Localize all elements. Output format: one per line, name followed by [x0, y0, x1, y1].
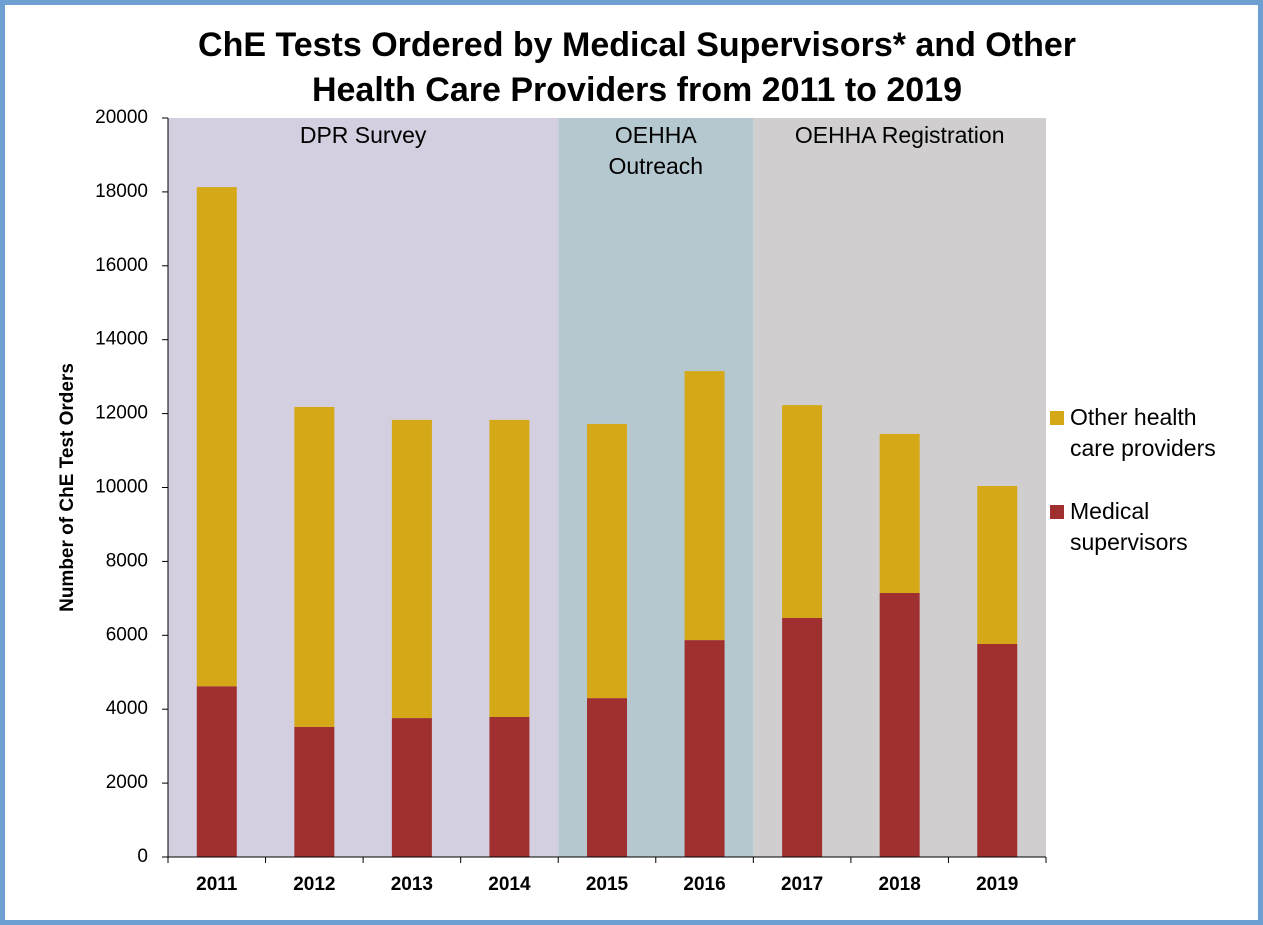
- legend-swatch: [1050, 505, 1064, 519]
- x-tick-label: 2016: [683, 874, 725, 895]
- bar-segment: [977, 486, 1018, 644]
- y-tick-label: 6000: [106, 624, 148, 645]
- bar-segment: [489, 419, 530, 717]
- bar-segment: [294, 726, 335, 857]
- region-label: OEHHA Registration: [795, 122, 1005, 148]
- legend-label: Other health care providers: [1070, 404, 1216, 461]
- legend-entry: Medical supervisors: [1050, 496, 1250, 558]
- y-tick-label: 8000: [106, 550, 148, 571]
- region-label: DPR Survey: [300, 122, 427, 148]
- bar-segment: [684, 371, 725, 641]
- region-label: Outreach: [608, 153, 703, 179]
- y-tick-label: 16000: [95, 255, 148, 276]
- bar-segment: [684, 640, 725, 857]
- bar-segment: [489, 716, 530, 857]
- x-tick-label: 2014: [488, 874, 531, 895]
- bar-segment: [294, 406, 335, 727]
- legend-entry: Other health care providers: [1050, 402, 1250, 464]
- chart-title: Health Care Providers from 2011 to 2019: [312, 71, 962, 109]
- bar-segment: [196, 686, 237, 857]
- y-tick-label: 4000: [106, 698, 148, 719]
- y-tick-label: 18000: [95, 181, 148, 202]
- bar-segment: [391, 718, 432, 857]
- legend-label: Medical supervisors: [1070, 498, 1188, 555]
- x-tick-label: 2013: [391, 874, 433, 895]
- y-tick-label: 14000: [95, 329, 148, 350]
- bar-segment: [879, 592, 920, 857]
- bar-segment: [391, 419, 432, 719]
- bar-segment: [196, 187, 237, 687]
- region-label: OEHHA: [615, 122, 697, 148]
- bar-segment: [879, 433, 920, 593]
- legend-swatch: [1050, 411, 1064, 425]
- y-tick-label: 20000: [95, 107, 148, 128]
- bar-segment: [782, 405, 823, 618]
- y-tick-label: 10000: [95, 477, 148, 498]
- bar-segment: [587, 698, 627, 857]
- y-axis-title: Number of ChE Test Orders: [57, 363, 78, 612]
- bar-segment: [782, 617, 823, 857]
- y-tick-label: 0: [137, 846, 148, 867]
- y-tick-label: 12000: [95, 403, 148, 424]
- x-tick-label: 2015: [586, 874, 629, 895]
- y-tick-label: 2000: [106, 772, 148, 793]
- bar-segment: [977, 643, 1018, 857]
- x-tick-label: 2017: [781, 874, 823, 895]
- x-tick-label: 2012: [293, 874, 335, 895]
- x-tick-label: 2011: [196, 874, 238, 895]
- x-tick-label: 2019: [976, 874, 1018, 895]
- bar-segment: [587, 423, 627, 699]
- x-tick-label: 2018: [879, 874, 921, 895]
- chart-title: ChE Tests Ordered by Medical Supervisors…: [198, 26, 1076, 64]
